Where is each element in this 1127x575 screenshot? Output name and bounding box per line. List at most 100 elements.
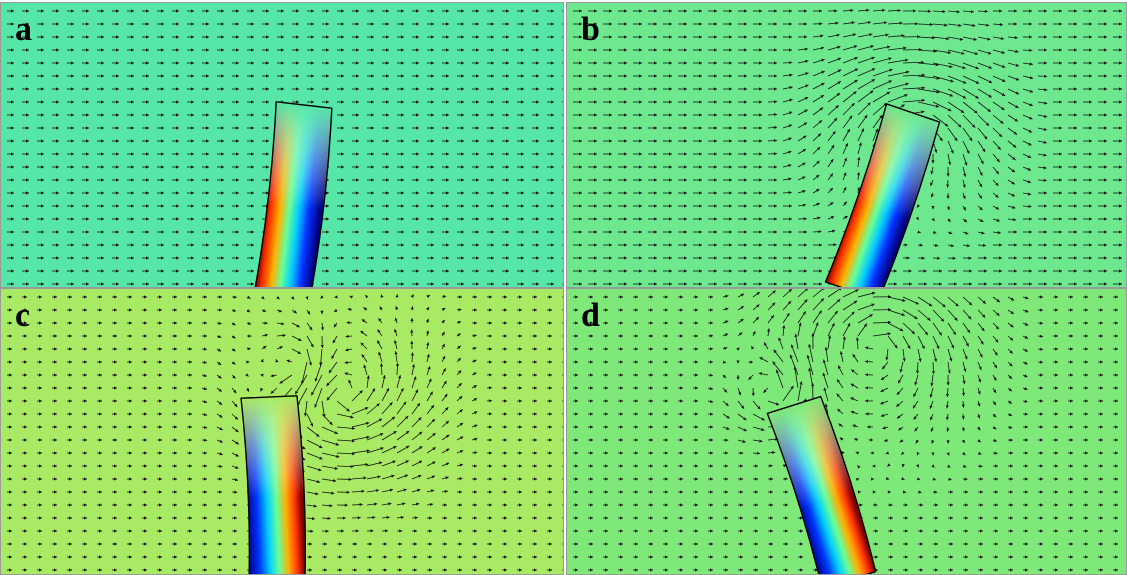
velocity-arrow-head [446, 230, 449, 234]
velocity-arrow-head [869, 90, 874, 94]
velocity-arrow-head [101, 100, 104, 104]
velocity-arrow-head [1001, 64, 1006, 68]
velocity-arrow-head [964, 162, 968, 166]
velocity-arrow-head [729, 217, 732, 221]
velocity-arrow-head [594, 230, 597, 234]
velocity-arrow-head [654, 74, 657, 78]
velocity-arrow-head [159, 542, 162, 546]
velocity-arrow-head [773, 112, 778, 117]
velocity-arrow-head [1029, 9, 1032, 13]
panel-c-velocity-field [7, 294, 563, 572]
velocity-arrow-head [361, 354, 365, 358]
velocity-arrow-head [146, 126, 149, 130]
velocity-arrow-head [971, 124, 976, 128]
velocity-arrow-head [914, 22, 919, 26]
velocity-arrow-head [699, 100, 702, 104]
velocity-arrow-head [473, 411, 478, 415]
velocity-arrow-head [355, 529, 359, 533]
velocity-arrow-head [684, 269, 687, 273]
velocity-arrow-head [549, 568, 552, 572]
velocity-arrow-head [579, 35, 582, 39]
velocity-arrow-head [609, 152, 612, 156]
velocity-arrow-head [101, 139, 104, 143]
velocity-arrow-head [474, 321, 477, 325]
velocity-arrow-head [461, 22, 464, 26]
velocity-arrow-head [99, 477, 102, 481]
velocity-arrow-head [669, 113, 672, 117]
velocity-arrow-head [71, 87, 74, 91]
velocity-arrow-head [329, 504, 333, 508]
velocity-arrow-head [459, 568, 462, 572]
velocity-arrow-head [144, 503, 147, 507]
velocity-arrow-head [219, 529, 222, 533]
velocity-arrow-head [234, 416, 238, 420]
velocity-arrow-head [341, 61, 344, 65]
velocity-arrow-head [474, 516, 477, 520]
velocity-arrow-head [988, 65, 992, 69]
velocity-arrow-head [71, 74, 74, 78]
velocity-arrow-head [26, 152, 29, 156]
velocity-arrow-head [491, 22, 494, 26]
velocity-arrow-head [1074, 230, 1077, 234]
velocity-arrow-head [146, 243, 149, 247]
velocity-arrow-head [146, 204, 149, 208]
velocity-arrow-head [609, 126, 612, 130]
velocity-arrow-head [609, 87, 612, 91]
velocity-arrow-head [386, 230, 389, 234]
velocity-arrow-head [504, 477, 507, 481]
velocity-arrow-head [759, 282, 762, 286]
velocity-arrow-head [416, 22, 419, 26]
velocity-arrow-head [281, 9, 284, 13]
velocity-arrow-head [26, 126, 29, 130]
velocity-arrow-head [774, 74, 777, 78]
velocity-arrow-head [504, 438, 507, 442]
velocity-arrow-head [26, 282, 29, 286]
velocity-arrow-head [549, 321, 552, 325]
velocity-arrow-head [489, 464, 492, 468]
velocity-arrow-head [474, 477, 477, 481]
velocity-arrow-head [129, 516, 132, 520]
velocity-arrow-head [99, 529, 102, 533]
velocity-arrow-head [386, 217, 389, 221]
velocity-arrow-head [189, 399, 192, 403]
velocity-arrow-head [69, 412, 72, 416]
velocity-arrow-head [251, 217, 254, 221]
velocity-arrow-head [146, 230, 149, 234]
velocity-arrow-head [506, 165, 509, 169]
velocity-arrow-head [699, 126, 702, 130]
velocity-arrow-head [759, 139, 762, 143]
velocity-arrow-head [474, 295, 477, 299]
velocity-arrow-head [457, 345, 461, 349]
velocity-arrow-head [521, 139, 524, 143]
velocity-arrow-head [416, 152, 419, 156]
velocity-arrow-head [1089, 178, 1092, 182]
velocity-arrow-head [326, 230, 329, 234]
velocity-arrow-head [1059, 9, 1062, 13]
velocity-arrow-head [221, 178, 224, 182]
velocity-arrow-head [341, 74, 344, 78]
velocity-arrow-head [939, 137, 943, 141]
velocity-arrow-head [176, 113, 179, 117]
velocity-arrow-head [729, 256, 732, 260]
velocity-arrow-head [594, 126, 597, 130]
velocity-arrow-head [624, 217, 627, 221]
velocity-arrow-head [536, 269, 539, 273]
velocity-arrow-head [54, 542, 57, 546]
velocity-arrow [887, 59, 909, 64]
velocity-arrow-head [270, 390, 275, 394]
velocity-arrow-head [609, 48, 612, 52]
velocity-arrow-head [931, 206, 935, 210]
velocity-arrow-head [915, 216, 919, 221]
velocity-arrow-head [251, 22, 254, 26]
velocity-arrow-head [146, 74, 149, 78]
velocity-arrow-head [684, 126, 687, 130]
velocity-arrow-head [54, 373, 57, 377]
velocity-arrow-head [684, 152, 687, 156]
velocity-arrow-head [394, 317, 398, 322]
velocity-arrow-head [504, 516, 507, 520]
velocity-arrow-head [54, 568, 57, 572]
velocity-arrow-head [476, 9, 479, 13]
velocity-arrow-head [974, 51, 978, 55]
velocity-arrow-head [26, 74, 29, 78]
velocity-arrow-head [11, 282, 14, 286]
